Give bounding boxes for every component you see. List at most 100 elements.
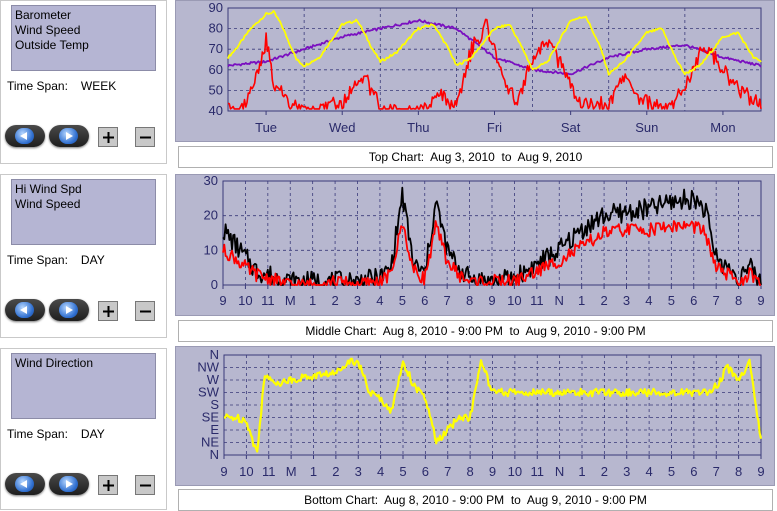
y-tick-label: N — [210, 347, 219, 362]
bottom-zoom-in-button[interactable] — [98, 475, 118, 495]
middle-chart[interactable]: 0 10 20 30 9 10 11 M 1 2 3 4 5 6 7 8 9 10 11 N 1 2 3 4 5 6 7 8 9 — [175, 174, 775, 316]
series-item[interactable]: Wind Direction — [15, 356, 94, 370]
x-tick-label: 7 — [444, 293, 451, 308]
x-tick-label: Sat — [561, 120, 581, 135]
timespan-value: WEEK — [80, 79, 117, 93]
y-tick-label: NE — [201, 435, 219, 450]
x-tick-label: 9 — [488, 293, 495, 308]
y-tick-label: 30 — [204, 175, 218, 188]
x-tick-label: 8 — [735, 464, 742, 479]
top-next-button[interactable] — [49, 125, 89, 147]
top-zoom-out-button[interactable] — [135, 127, 155, 147]
x-tick-label: 7 — [713, 293, 720, 308]
x-tick-label: 9 — [489, 464, 496, 479]
series-item[interactable]: Hi Wind Spd — [15, 182, 82, 196]
x-tick-label: 8 — [467, 464, 474, 479]
x-tick-label: 4 — [376, 293, 383, 308]
x-tick-label: 4 — [377, 464, 384, 479]
plot-frame — [227, 7, 762, 112]
x-tick-label: 5 — [399, 293, 406, 308]
plot-frame — [222, 180, 762, 286]
x-tick-label: 11 — [262, 464, 276, 479]
y-tick-label: 10 — [204, 242, 218, 257]
y-tick-label: SW — [198, 385, 220, 400]
series-item[interactable]: Wind Speed — [15, 23, 81, 37]
top-chart-title: Top Chart: Aug 3, 2010 to Aug 9, 2010 — [178, 146, 773, 168]
series-item[interactable]: Outside Temp — [15, 38, 89, 52]
x-tick-label: 9 — [757, 464, 764, 479]
series-line-wind-speed — [227, 18, 762, 110]
top-panel: Barometer Wind Speed Outside Temp Time S… — [0, 0, 167, 164]
plus-icon — [103, 132, 114, 143]
x-tick-label: 9 — [757, 293, 764, 308]
x-tick-label: Fri — [487, 120, 502, 135]
x-tick-label: 11 — [530, 293, 544, 308]
top-chart[interactable]: 40 50 60 70 80 90 Tue Wed Thu Fri Sat Sun Mon — [175, 0, 775, 142]
x-tick-label: 8 — [735, 293, 742, 308]
x-tick-label: 1 — [578, 464, 585, 479]
top-series-list[interactable]: Barometer Wind Speed Outside Temp — [11, 5, 156, 71]
x-tick-label: 4 — [646, 464, 653, 479]
x-tick-label: N — [555, 464, 564, 479]
middle-chart-title: Middle Chart: Aug 8, 2010 - 9:00 PM to A… — [178, 320, 773, 342]
x-tick-label: 5 — [668, 464, 675, 479]
x-tick-label: 2 — [331, 293, 338, 308]
x-tick-label: 2 — [600, 293, 607, 308]
series-item[interactable]: Barometer — [15, 8, 72, 22]
y-tick-label: 80 — [209, 21, 223, 36]
plot-frame — [223, 354, 762, 456]
x-tick-label: 6 — [690, 293, 697, 308]
x-tick-label: 3 — [355, 464, 362, 479]
y-tick-label: 60 — [209, 62, 223, 77]
y-tick-label: NW — [197, 360, 219, 375]
series-item[interactable]: Wind Speed — [15, 197, 81, 211]
x-tick-label: 6 — [421, 293, 428, 308]
timespan-label: Time Span: — [7, 253, 68, 267]
x-tick-label: Wed — [329, 120, 356, 135]
bottom-panel: Wind Direction Time Span: DAY — [0, 348, 167, 510]
bottom-zoom-out-button[interactable] — [135, 475, 155, 495]
x-tick-label: 10 — [508, 464, 522, 479]
series-line-barometer — [227, 18, 762, 76]
timespan-label: Time Span: — [7, 79, 68, 93]
series-line-wind-direction — [224, 357, 763, 453]
middle-series-list[interactable]: Hi Wind Spd Wind Speed — [11, 179, 156, 245]
middle-zoom-out-button[interactable] — [135, 301, 155, 321]
x-tick-label: 3 — [354, 293, 361, 308]
timespan-value: DAY — [80, 427, 105, 441]
x-tick-label: 4 — [645, 293, 652, 308]
x-tick-label: Tue — [255, 120, 277, 135]
middle-prev-button[interactable] — [5, 299, 45, 321]
x-tick-label: 8 — [466, 293, 473, 308]
y-tick-label: W — [207, 372, 220, 387]
x-tick-label: 7 — [444, 464, 451, 479]
top-prev-button[interactable] — [5, 125, 45, 147]
top-chart-svg: 40 50 60 70 80 90 Tue Wed Thu Fri Sat Sun Mon — [209, 1, 762, 135]
x-tick-label: 5 — [399, 464, 406, 479]
plus-icon — [103, 306, 114, 317]
x-tick-label: 9 — [220, 464, 227, 479]
timespan-label: Time Span: — [7, 427, 68, 441]
bottom-series-list[interactable]: Wind Direction — [11, 353, 156, 419]
x-tick-label: 11 — [261, 293, 275, 308]
bottom-next-button[interactable] — [49, 473, 89, 495]
x-tick-label: 3 — [623, 464, 630, 479]
middle-panel: Hi Wind Spd Wind Speed Time Span: DAY — [0, 174, 167, 338]
y-tick-label: 20 — [204, 208, 218, 223]
x-tick-label: M — [286, 464, 297, 479]
top-timespan: Time Span: WEEK — [7, 79, 116, 93]
series-line-wind-speed — [222, 220, 762, 286]
x-tick-label: 10 — [507, 293, 521, 308]
y-tick-label: SE — [202, 410, 220, 425]
bottom-chart[interactable]: N NE E SE S SW W NW N 9 10 11 M 1 2 3 4 5 6 7 8 9 10 11 N 1 2 3 4 5 6 7… — [175, 346, 775, 486]
x-tick-label: 10 — [238, 293, 252, 308]
bottom-prev-button[interactable] — [5, 473, 45, 495]
top-zoom-in-button[interactable] — [98, 127, 118, 147]
right-arrow-icon — [66, 132, 73, 140]
x-tick-label: N — [555, 293, 564, 308]
middle-zoom-in-button[interactable] — [98, 301, 118, 321]
y-tick-label: S — [210, 397, 219, 412]
middle-next-button[interactable] — [49, 299, 89, 321]
